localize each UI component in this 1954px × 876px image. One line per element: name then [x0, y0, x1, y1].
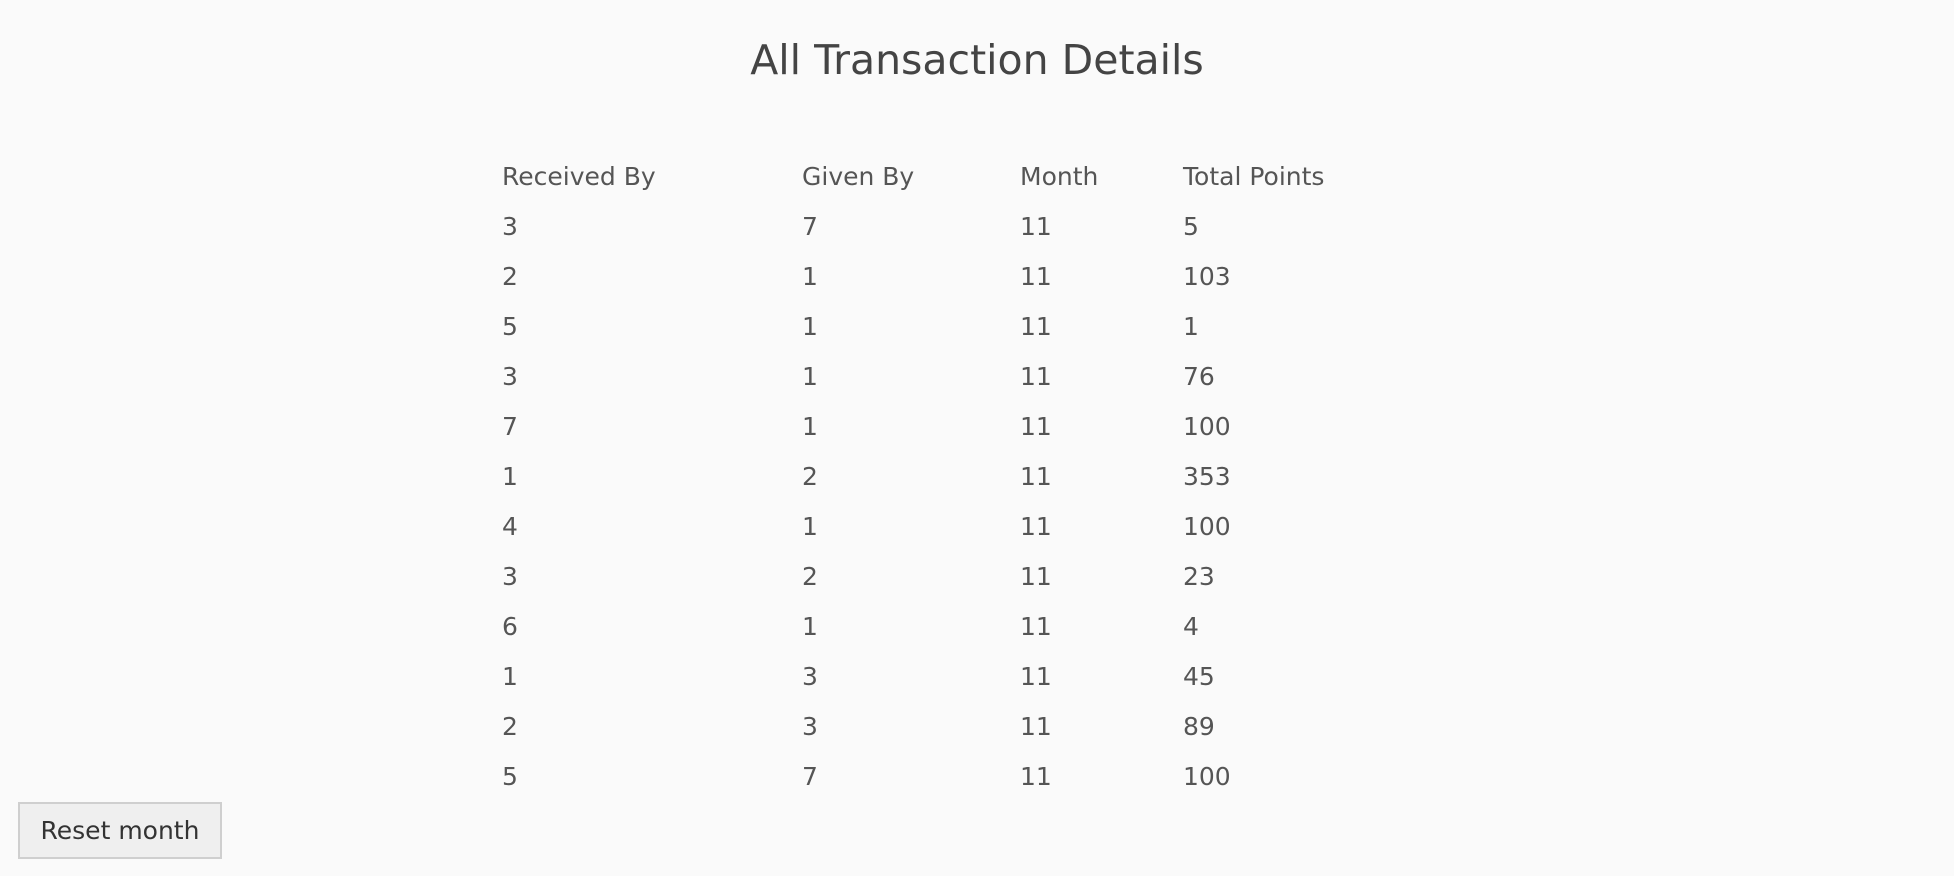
- table-row: 3 7 11 5: [498, 201, 1383, 251]
- cell-received-by: 5: [502, 761, 518, 791]
- cell-total-points: 23: [1183, 561, 1215, 591]
- header-month: Month: [1020, 161, 1099, 191]
- cell-given-by: 3: [802, 711, 818, 741]
- header-given-by: Given By: [802, 161, 915, 191]
- cell-month: 11: [1020, 711, 1052, 741]
- cell-given-by: 2: [802, 561, 818, 591]
- table-row: 3 1 11 76: [498, 351, 1383, 401]
- cell-month: 11: [1020, 461, 1052, 491]
- cell-total-points: 103: [1183, 261, 1231, 291]
- cell-month: 11: [1020, 311, 1052, 341]
- cell-given-by: 1: [802, 361, 818, 391]
- cell-month: 11: [1020, 611, 1052, 641]
- header-total-points: Total Points: [1183, 161, 1325, 191]
- table-row: 4 1 11 100: [498, 501, 1383, 551]
- cell-month: 11: [1020, 661, 1052, 691]
- cell-total-points: 100: [1183, 411, 1231, 441]
- cell-month: 11: [1020, 511, 1052, 541]
- table-row: 5 7 11 100: [498, 751, 1383, 801]
- cell-month: 11: [1020, 361, 1052, 391]
- table-row: 3 2 11 23: [498, 551, 1383, 601]
- table-body: 3 7 11 5 2 1 11 103 5 1 11 1 3 1 11 76 7 1 11 100 1 2 11 353 4 1 1…: [498, 201, 1383, 801]
- cell-received-by: 1: [502, 461, 518, 491]
- cell-given-by: 7: [802, 211, 818, 241]
- cell-total-points: 45: [1183, 661, 1215, 691]
- cell-total-points: 4: [1183, 611, 1199, 641]
- transactions-table: Received By Given By Month Total Points …: [498, 151, 1383, 801]
- cell-total-points: 76: [1183, 361, 1215, 391]
- table-row: 2 1 11 103: [498, 251, 1383, 301]
- cell-total-points: 5: [1183, 211, 1199, 241]
- table-row: 2 3 11 89: [498, 701, 1383, 751]
- cell-month: 11: [1020, 761, 1052, 791]
- table-row: 7 1 11 100: [498, 401, 1383, 451]
- cell-received-by: 2: [502, 711, 518, 741]
- cell-received-by: 4: [502, 511, 518, 541]
- cell-month: 11: [1020, 261, 1052, 291]
- cell-total-points: 89: [1183, 711, 1215, 741]
- cell-given-by: 2: [802, 461, 818, 491]
- cell-received-by: 2: [502, 261, 518, 291]
- cell-month: 11: [1020, 561, 1052, 591]
- cell-total-points: 100: [1183, 511, 1231, 541]
- cell-received-by: 6: [502, 611, 518, 641]
- table-row: 1 3 11 45: [498, 651, 1383, 701]
- cell-given-by: 7: [802, 761, 818, 791]
- table-row: 5 1 11 1: [498, 301, 1383, 351]
- cell-given-by: 1: [802, 411, 818, 441]
- cell-received-by: 3: [502, 361, 518, 391]
- page-title: All Transaction Details: [750, 36, 1204, 84]
- cell-given-by: 1: [802, 511, 818, 541]
- cell-total-points: 1: [1183, 311, 1199, 341]
- cell-received-by: 3: [502, 561, 518, 591]
- cell-month: 11: [1020, 211, 1052, 241]
- cell-given-by: 3: [802, 661, 818, 691]
- table-row: 1 2 11 353: [498, 451, 1383, 501]
- table-header-row: Received By Given By Month Total Points: [498, 151, 1383, 201]
- cell-given-by: 1: [802, 311, 818, 341]
- header-received-by: Received By: [502, 161, 656, 191]
- cell-received-by: 1: [502, 661, 518, 691]
- cell-total-points: 100: [1183, 761, 1231, 791]
- cell-received-by: 7: [502, 411, 518, 441]
- cell-received-by: 5: [502, 311, 518, 341]
- cell-given-by: 1: [802, 611, 818, 641]
- cell-received-by: 3: [502, 211, 518, 241]
- cell-month: 11: [1020, 411, 1052, 441]
- table-row: 6 1 11 4: [498, 601, 1383, 651]
- cell-total-points: 353: [1183, 461, 1231, 491]
- reset-month-button[interactable]: Reset month: [18, 802, 222, 859]
- cell-given-by: 1: [802, 261, 818, 291]
